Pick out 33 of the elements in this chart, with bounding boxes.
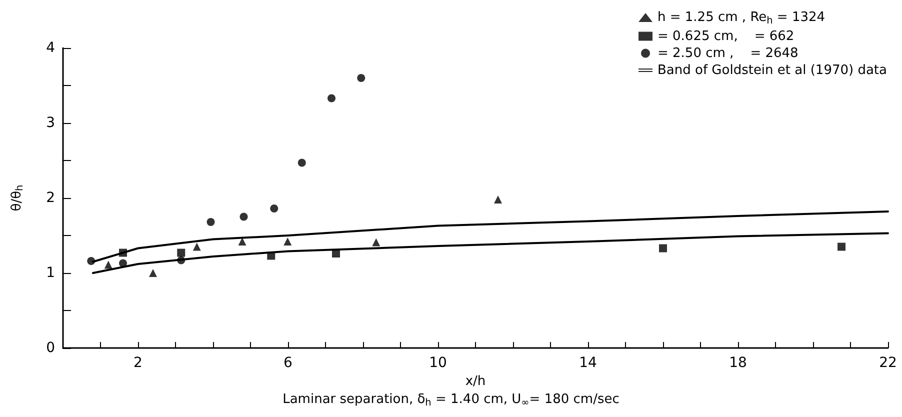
point [494, 196, 502, 204]
point [192, 242, 201, 251]
point [104, 260, 112, 269]
legend-label: = 0.625 cm, = 662 [658, 28, 794, 44]
point [149, 269, 157, 277]
point [659, 244, 667, 252]
point [372, 238, 380, 246]
legend-label: = 2.50 cm , = 2648 [658, 46, 798, 61]
point [240, 212, 248, 221]
point [238, 238, 246, 246]
point [270, 204, 278, 212]
point [206, 218, 215, 226]
point [838, 242, 846, 251]
legend-label: Band of Goldstein et al (1970) data [658, 62, 888, 78]
y-tick-label: 0 [46, 340, 55, 356]
x-tick-label: 6 [284, 355, 293, 371]
line-series [92, 232, 889, 274]
y-tick-label: 3 [46, 115, 55, 131]
x-tick-label: 18 [729, 355, 747, 371]
x-tick-label: 22 [879, 355, 897, 371]
point [357, 74, 366, 82]
point [298, 158, 306, 167]
y-tick-label: 1 [46, 265, 55, 281]
point [284, 238, 292, 246]
x-axis-title: x/h [465, 374, 486, 389]
y-axis-title: θ/θh [9, 184, 26, 212]
x-tick-label: 2 [134, 355, 142, 371]
y-tick-label: 4 [46, 40, 56, 56]
point [177, 248, 186, 257]
x-tick-label: 14 [579, 355, 597, 371]
point [328, 94, 336, 102]
x-tick-label: 10 [429, 355, 447, 371]
y-tick-label: 2 [46, 190, 55, 206]
